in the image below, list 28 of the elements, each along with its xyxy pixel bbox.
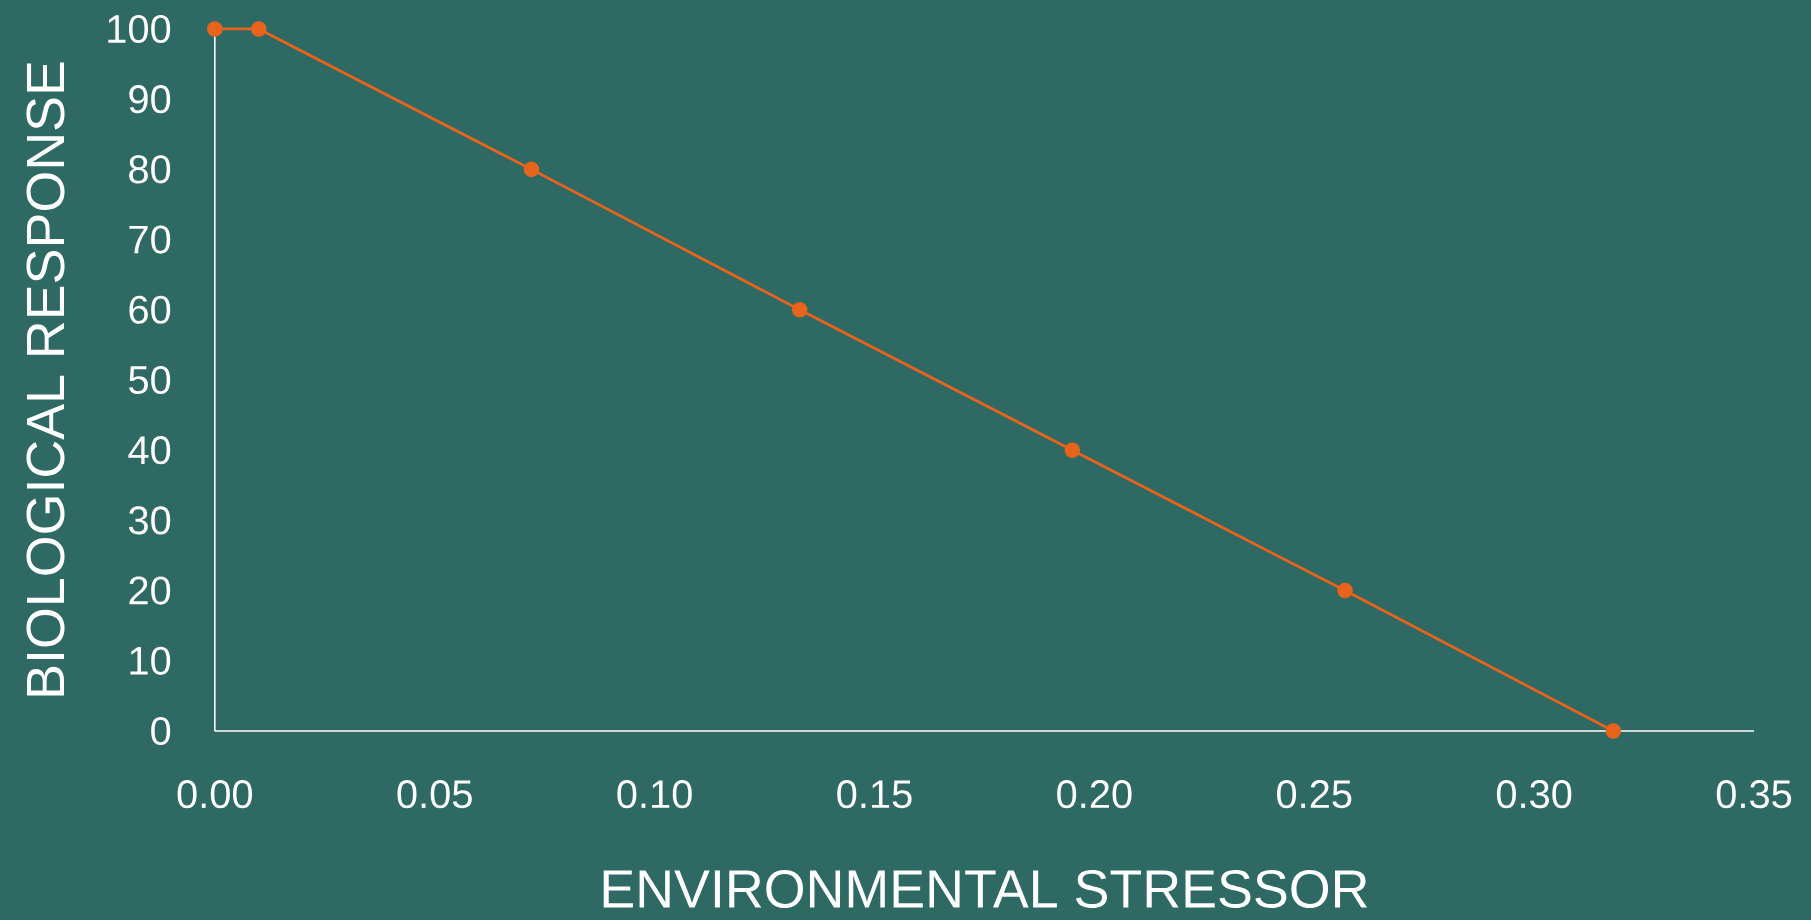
y-tick-label: 30	[128, 506, 171, 535]
x-tick-label: 0.25	[1277, 780, 1352, 809]
y-tick-label: 40	[128, 436, 171, 465]
point	[251, 21, 267, 37]
x-tick-label: 0.20	[1057, 780, 1132, 809]
point	[1337, 582, 1353, 599]
point	[207, 21, 223, 37]
y-tick-label: 50	[129, 365, 171, 395]
point	[791, 302, 808, 318]
y-tick-label: 100	[108, 14, 171, 44]
y-tick-label: 80	[129, 155, 171, 184]
point	[1605, 723, 1622, 739]
x-tick-label: 0.30	[1496, 780, 1572, 809]
x-tick-label: 0.05	[397, 780, 472, 809]
x-tick-label: 0.15	[837, 780, 912, 809]
point	[1064, 442, 1081, 458]
x-axis-title: ENVIRONMENTAL STRESSOR	[603, 869, 1368, 908]
y-tick-label: 70	[129, 225, 171, 254]
y-axis-title: BIOLOGICAL RESPONSE	[26, 62, 65, 696]
point	[523, 161, 540, 178]
x-tick-label: 0.00	[177, 780, 253, 809]
x-tick-label: 0.10	[617, 780, 692, 809]
y-tick-label: 90	[129, 85, 171, 114]
y-tick-label: 0	[151, 716, 171, 746]
y-tick-label: 10	[130, 646, 171, 675]
y-tick-label: 60	[129, 295, 171, 324]
x-tick-label: 0.35	[1716, 780, 1792, 809]
y-tick-label: 20	[129, 576, 171, 605]
